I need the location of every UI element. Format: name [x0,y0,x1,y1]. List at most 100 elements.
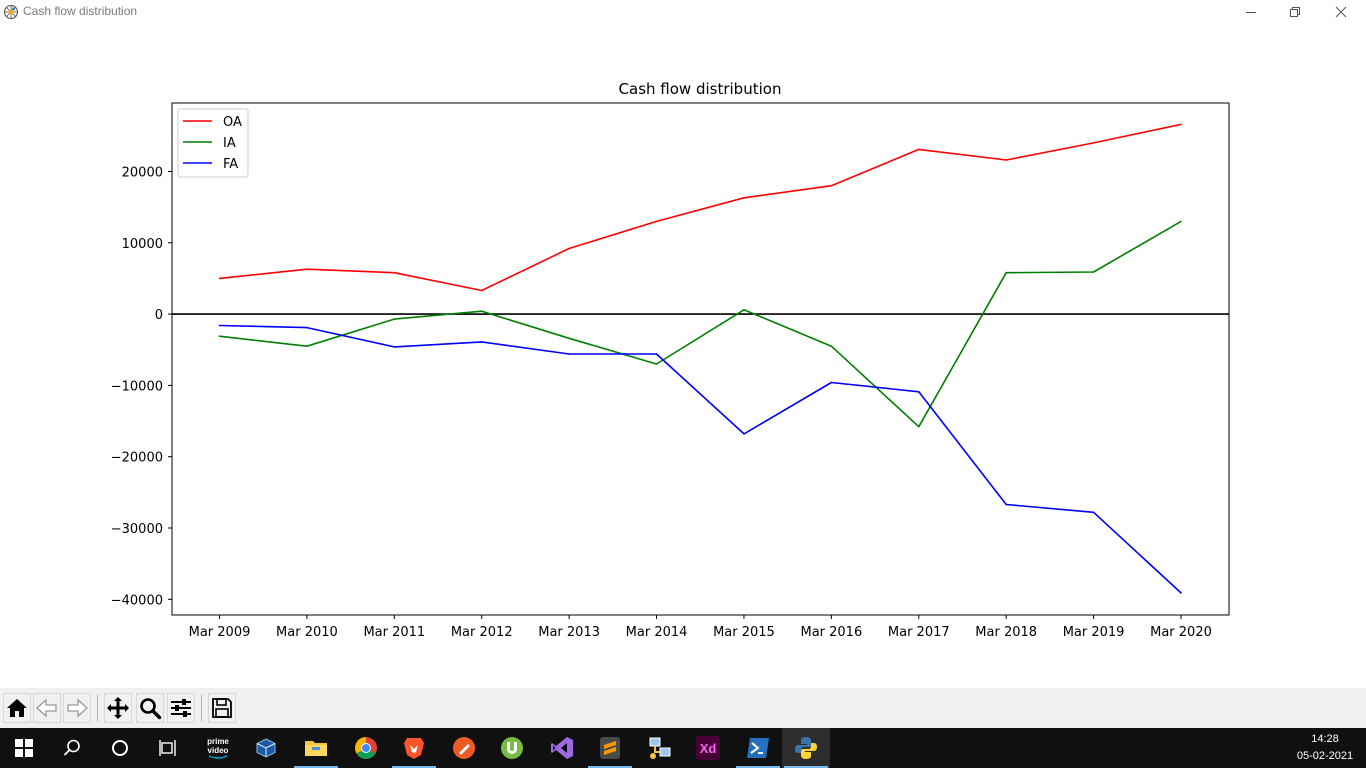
configure-subplots-button[interactable] [167,693,195,723]
search-icon [63,739,80,756]
start-icon [15,739,33,757]
y-tick-label: 20000 [122,165,163,180]
legend: OA IA FA [177,108,249,178]
x-tick-label: Mar 2010 [276,625,338,640]
back-icon [36,698,57,718]
brave-icon [404,738,424,759]
brave-button[interactable] [390,728,438,768]
line-chart: Cash flow distribution 20000 10000 0 −10000… [111,80,1230,640]
chart-title: Cash flow distribution [619,80,782,98]
taskbar: prime video Xd [0,728,1366,768]
restore-button[interactable] [1272,0,1318,24]
data-point-fa [655,353,658,355]
data-point-oa [393,271,396,274]
zoom-button[interactable] [136,693,164,723]
clock-date: 05-02-2021 [1296,750,1354,762]
data-point-fa [1180,592,1182,594]
visual-studio-button[interactable] [538,728,586,768]
close-icon [1335,6,1347,18]
virtualbox-icon [256,738,276,758]
data-point-oa [568,247,570,250]
data-point-fa [393,346,396,348]
x-tick-label: Mar 2020 [1150,625,1212,640]
y-tick-label: −20000 [111,451,163,466]
x-tick-label: Mar 2017 [888,625,950,640]
clock-time: 14:28 [1311,733,1339,745]
x-tick-label: Mar 2016 [800,625,862,640]
cortana-icon [112,740,128,756]
python-figure-icon [4,5,18,19]
file-explorer-icon [305,741,327,756]
x-tick-label: Mar 2009 [189,625,251,640]
home-icon [7,699,27,717]
powershell-button[interactable] [734,728,782,768]
y-tick-label: 10000 [122,237,163,252]
data-point-ia [743,308,745,311]
python-button[interactable] [782,728,830,768]
series-line-oa [219,123,1182,292]
adobe-xd-icon: Xd [696,736,720,760]
x-tick-label: Mar 2019 [1063,625,1125,640]
series-line-fa [219,324,1182,594]
legend-box [177,108,249,178]
x-tick-label: Mar 2014 [626,625,688,640]
minimize-icon [1246,12,1256,13]
legend-label: FA [223,157,238,172]
data-point-oa [655,220,658,223]
data-point-oa [830,184,833,187]
configure-subplots-icon [171,699,191,717]
network-button[interactable] [636,728,684,768]
figure-window: Cash flow distribution Cash flow distrib… [0,0,1366,728]
adobe-xd-button[interactable]: Xd [684,728,732,768]
data-point-fa [830,381,833,384]
chrome-button[interactable] [342,728,390,768]
chrome-icon [355,737,377,759]
home-button[interactable] [3,693,31,723]
x-tick-label: Mar 2018 [975,625,1037,640]
data-point-oa [1092,142,1095,144]
save-button[interactable] [208,693,236,723]
data-point-ia [480,310,483,313]
back-button[interactable] [33,693,61,723]
title-bar[interactable]: Cash flow distribution [0,0,1366,24]
svg-text:Xd: Xd [700,741,717,756]
pan-button[interactable] [104,693,132,723]
data-point-oa [917,148,920,151]
sublime-text-button[interactable] [586,728,634,768]
utorrent-button[interactable] [488,728,536,768]
y-tick-label: −40000 [111,593,163,608]
plot-area[interactable]: Cash flow distribution 20000 10000 0 −10000… [0,24,1366,688]
window-title: Cash flow distribution [23,4,138,18]
toolbar-separator [201,695,202,721]
prime-video-button[interactable]: prime video [194,728,242,768]
data-point-fa [1005,503,1007,506]
data-point-oa [306,268,308,270]
virtualbox-button[interactable] [242,728,290,768]
data-point-fa [480,341,483,343]
data-point-oa [218,277,221,280]
data-point-ia [218,335,221,337]
zoom-icon [140,698,162,720]
x-tick-label: Mar 2013 [538,625,600,640]
search-button[interactable] [48,728,96,768]
forward-icon [67,698,88,718]
data-point-fa [917,391,920,393]
pan-icon [107,697,129,719]
postman-button[interactable] [440,728,488,768]
file-explorer-button[interactable] [292,728,340,768]
data-point-fa [568,353,570,355]
close-button[interactable] [1318,0,1364,24]
minimize-button[interactable] [1228,0,1274,24]
utorrent-icon [501,737,523,759]
start-button[interactable] [0,728,48,768]
data-point-fa [743,433,745,435]
data-point-ia [830,345,833,347]
data-point-ia [655,363,658,365]
system-clock[interactable]: 14:28 05-02-2021 [1290,731,1360,765]
sublime-text-icon [600,737,620,759]
data-point-ia [568,337,570,340]
data-point-oa [1180,123,1182,126]
cortana-button[interactable] [96,728,144,768]
task-view-button[interactable] [144,728,192,768]
forward-button[interactable] [63,693,91,723]
